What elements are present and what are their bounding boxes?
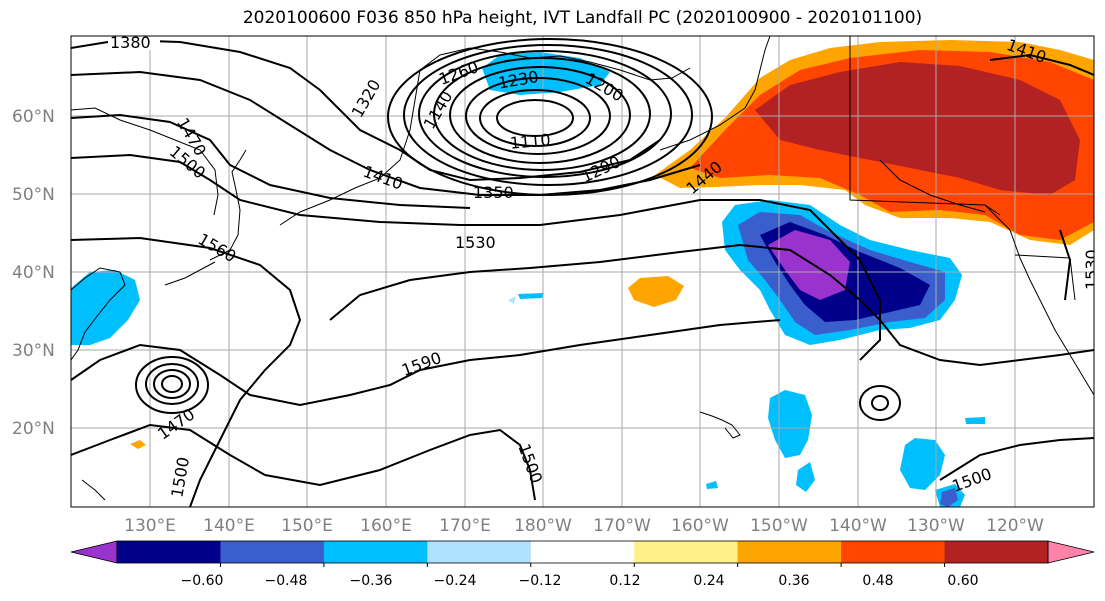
lon-label: 150°E xyxy=(281,516,333,536)
colorbar-segment xyxy=(427,541,532,563)
lat-label: 40°N xyxy=(12,263,55,283)
lat-label: 60°N xyxy=(12,107,55,127)
colorbar-segment xyxy=(530,541,635,563)
ivt-negative-shading xyxy=(71,52,985,507)
lon-label: 120°W xyxy=(986,516,1044,536)
colorbar-extend-low xyxy=(70,540,118,564)
colorbar-tick-label: 0.60 xyxy=(947,573,978,589)
colorbar-segment xyxy=(841,541,946,563)
lon-label: 140°W xyxy=(829,516,887,536)
map-area: 1380 1320 1260 1140 1200 1230 1110 1290 … xyxy=(71,33,1101,507)
colorbar-segment xyxy=(737,541,842,563)
colorbar xyxy=(70,540,1095,567)
map-frame xyxy=(70,35,1095,508)
lon-label: 160°E xyxy=(360,516,412,536)
colorbar-tick-label: 0.36 xyxy=(778,573,809,589)
lon-label: 170°E xyxy=(439,516,491,536)
lon-label: 130°W xyxy=(907,516,965,536)
lon-label: 150°W xyxy=(750,516,808,536)
lon-label: 160°W xyxy=(671,516,729,536)
colorbar-tick-label: −0.60 xyxy=(181,573,224,589)
contour-label: 1350 xyxy=(473,183,514,202)
colorbar-tick-label: −0.24 xyxy=(434,573,477,589)
colorbar-tick-label: 0.48 xyxy=(862,573,893,589)
longitude-labels: 130°E 140°E 150°E 160°E 170°E 180°W 170°… xyxy=(124,516,1044,536)
contour-label: 1110 xyxy=(509,130,551,152)
colorbar-tick-label: −0.36 xyxy=(350,573,393,589)
lon-label: 180°W xyxy=(514,516,572,536)
lon-label: 140°E xyxy=(203,516,255,536)
colorbar-segment xyxy=(117,541,221,563)
lon-label: 170°W xyxy=(593,516,651,536)
contour-label: 1530 xyxy=(455,233,496,252)
contour-label: 1380 xyxy=(110,33,151,52)
height-contours xyxy=(71,38,1094,507)
lat-label: 20°N xyxy=(12,419,55,439)
colorbar-ticks: −0.60 −0.48 −0.36 −0.24 −0.12 0.12 0.24 … xyxy=(181,573,979,589)
lon-label: 130°E xyxy=(124,516,176,536)
map-title: 2020100600 F036 850 hPa height, IVT Land… xyxy=(242,8,923,28)
colorbar-segment xyxy=(944,541,1049,563)
colorbar-tick-label: −0.48 xyxy=(265,573,308,589)
lat-label: 30°N xyxy=(12,341,55,361)
colorbar-segment xyxy=(220,541,325,563)
colorbar-extend-high xyxy=(1047,540,1095,564)
colorbar-segment xyxy=(634,541,739,563)
colorbar-frame xyxy=(116,540,1049,564)
colorbar-segment xyxy=(323,541,428,563)
colorbar-tick-label: −0.12 xyxy=(519,573,562,589)
colorbar-tick-label: 0.24 xyxy=(693,573,724,589)
contour-label: 1530 xyxy=(1082,249,1101,290)
latitude-labels: 60°N 50°N 40°N 30°N 20°N xyxy=(12,107,55,439)
colorbar-tick-label: 0.12 xyxy=(609,573,640,589)
coastlines xyxy=(71,36,1094,501)
lat-label: 50°N xyxy=(12,185,55,205)
